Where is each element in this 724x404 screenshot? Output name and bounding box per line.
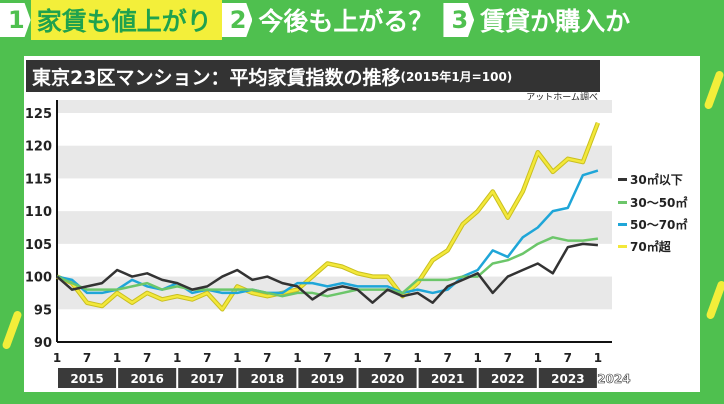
year-label: 2020 bbox=[371, 372, 404, 386]
tab-number-2: 2 bbox=[221, 3, 253, 37]
chart-subtitle: (2015年1月=100) bbox=[400, 69, 513, 84]
year-box bbox=[58, 368, 117, 388]
year-label: 2017 bbox=[191, 372, 224, 386]
y-tick-label: 120 bbox=[25, 140, 52, 155]
year-label: 2021 bbox=[431, 372, 464, 386]
y-tick-label: 115 bbox=[25, 172, 52, 187]
x-tick-label: 1 bbox=[594, 351, 602, 365]
legend-item: 30㎡以下 bbox=[618, 171, 683, 188]
year-label: 2015 bbox=[70, 372, 103, 386]
legend-swatch bbox=[618, 201, 627, 204]
year-box bbox=[118, 368, 177, 388]
year-box bbox=[178, 368, 237, 388]
x-tick-label: 7 bbox=[504, 351, 512, 365]
year-label: 2023 bbox=[551, 372, 584, 386]
chart-title: 東京23区マンション：平均家賃指数の推移 (2015年1月=100) bbox=[26, 60, 600, 92]
topic-tabs: 1 家賃も値上がり 2 今後も上がる？ 3 賃貸か購入か bbox=[0, 0, 724, 40]
tab-3[interactable]: 賃貸か購入か bbox=[480, 7, 631, 36]
tab-1[interactable]: 家賃も値上がり bbox=[30, 0, 222, 40]
x-tick-label: 1 bbox=[474, 351, 482, 365]
series-line-30～50㎡ bbox=[56, 236, 599, 298]
legend-label: 70㎡超 bbox=[630, 240, 671, 254]
year-box bbox=[538, 368, 597, 388]
legend-swatch bbox=[618, 178, 627, 181]
chart-source: アットホーム調べ bbox=[526, 93, 598, 103]
x-tick-label: 1 bbox=[173, 351, 181, 365]
year-box bbox=[418, 368, 477, 388]
x-tick-label: 7 bbox=[263, 351, 271, 365]
series-line-30㎡以下 bbox=[56, 242, 599, 304]
x-tick-label: 7 bbox=[443, 351, 451, 365]
year-box bbox=[478, 368, 537, 388]
y-tick-label: 100 bbox=[25, 271, 52, 286]
grid-band bbox=[57, 276, 612, 310]
x-tick-label: 1 bbox=[353, 351, 361, 365]
y-tick-label: 90 bbox=[34, 336, 52, 351]
year-label: 2024 bbox=[597, 372, 630, 386]
y-tick-label: 95 bbox=[34, 303, 52, 318]
chart-title-text: 東京23区マンション：平均家賃指数の推移 bbox=[32, 66, 401, 89]
legend-item: 30～50㎡ bbox=[618, 194, 687, 211]
x-tick-label: 7 bbox=[143, 351, 151, 365]
x-tick-label: 7 bbox=[564, 351, 572, 365]
tab-number-3: 3 bbox=[443, 3, 475, 37]
year-box bbox=[358, 368, 417, 388]
legend-item: 50～70㎡ bbox=[618, 216, 687, 233]
y-tick-label: 105 bbox=[25, 238, 52, 253]
series-line-50～70㎡ bbox=[56, 169, 599, 295]
x-tick-label: 1 bbox=[113, 351, 121, 365]
y-tick-label: 125 bbox=[25, 107, 52, 122]
x-tick-label: 1 bbox=[293, 351, 301, 365]
series-line-70㎡超 bbox=[56, 122, 600, 311]
year-box bbox=[298, 368, 357, 388]
year-label: 2022 bbox=[491, 372, 524, 386]
legend-item: 70㎡超 bbox=[618, 238, 671, 255]
legend-swatch bbox=[618, 223, 627, 226]
x-tick-label: 1 bbox=[413, 351, 421, 365]
tab-2[interactable]: 今後も上がる？ bbox=[258, 7, 434, 36]
x-tick-label: 7 bbox=[383, 351, 391, 365]
legend-label: 30㎡以下 bbox=[630, 173, 683, 187]
grid-band bbox=[57, 211, 612, 244]
year-label: 2018 bbox=[251, 372, 284, 386]
legend-swatch bbox=[618, 245, 627, 248]
grid-band bbox=[57, 100, 612, 113]
year-label: 2019 bbox=[311, 372, 344, 386]
x-tick-label: 7 bbox=[323, 351, 331, 365]
x-tick-label: 7 bbox=[203, 351, 211, 365]
x-tick-label: 1 bbox=[534, 351, 542, 365]
tab-number-1: 1 bbox=[0, 3, 31, 37]
legend-label: 50～70㎡ bbox=[630, 218, 688, 232]
x-tick-label: 1 bbox=[53, 351, 61, 365]
year-label: 2016 bbox=[130, 372, 163, 386]
x-tick-label: 7 bbox=[83, 351, 91, 365]
x-tick-label: 1 bbox=[233, 351, 241, 365]
grid-band bbox=[57, 145, 612, 179]
y-tick-label: 110 bbox=[25, 205, 52, 220]
year-box bbox=[238, 368, 297, 388]
legend-label: 30～50㎡ bbox=[630, 196, 688, 210]
